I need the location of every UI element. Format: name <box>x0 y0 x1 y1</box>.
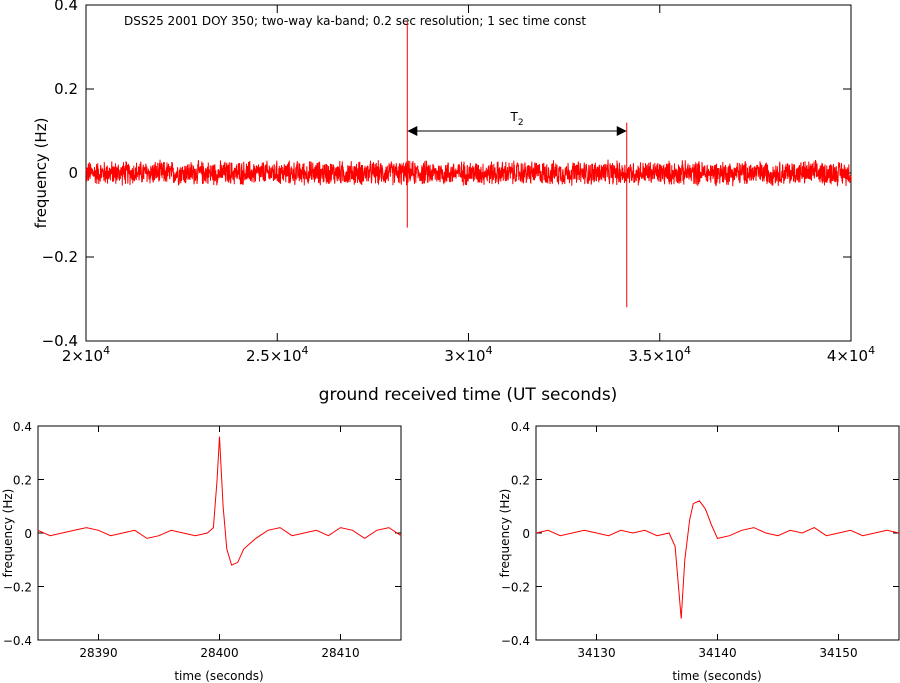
zoom-panel-right: time (seconds) frequency (Hz) 0.4 0.2 0 −0.… <box>498 420 900 683</box>
main-xtick-label: 3.5×104 <box>628 344 691 365</box>
right-ytick-label: −0.2 <box>501 581 530 595</box>
left-ytick-label: 0 <box>24 527 32 541</box>
right-xtick-label: 34140 <box>698 646 736 660</box>
main-xtick-label: 3×104 <box>444 344 492 365</box>
main-ytick-label: 0 <box>68 164 78 182</box>
main-xtick-label: 2.5×104 <box>246 344 309 365</box>
left-xtick-label: 28410 <box>321 646 359 660</box>
main-xtick-label: 4×104 <box>827 344 875 365</box>
left-ytick-label: −0.2 <box>3 581 32 595</box>
main-noise-trace <box>85 159 852 187</box>
left-series-line <box>37 436 402 566</box>
right-plot-frame <box>535 425 900 641</box>
main-ylabel: frequency (Hz) <box>32 118 50 229</box>
right-xtick-label: 34130 <box>577 646 615 660</box>
main-ytick-label: 0.2 <box>54 80 78 98</box>
t2-label: T2 <box>509 110 523 128</box>
main-panel: DSS25 2001 DOY 350; two-way ka-band; 0.2… <box>32 0 875 405</box>
right-ytick-label: 0 <box>522 527 530 541</box>
right-series-line <box>535 500 900 619</box>
main-ytick-label: −0.2 <box>42 248 78 266</box>
main-annotation: DSS25 2001 DOY 350; two-way ka-band; 0.2… <box>124 14 586 28</box>
main-ytick-label: 0.4 <box>54 0 78 14</box>
left-ylabel: frequency (Hz) <box>1 489 15 578</box>
left-ytick-label: −0.4 <box>3 634 32 648</box>
main-ytick-label: −0.4 <box>42 332 78 350</box>
right-ytick-label: 0.4 <box>511 420 530 434</box>
right-xtick-label: 34150 <box>819 646 857 660</box>
left-ytick-label: 0.2 <box>13 474 32 488</box>
zoom-panel-left: time (seconds) frequency (Hz) 0.4 0.2 0 −0.… <box>1 420 402 683</box>
right-xlabel: time (seconds) <box>672 669 761 683</box>
left-xtick-label: 28390 <box>79 646 117 660</box>
right-ylabel: frequency (Hz) <box>498 489 512 578</box>
left-ytick-label: 0.4 <box>13 420 32 434</box>
t2-arrowhead-left <box>407 126 418 136</box>
left-xlabel: time (seconds) <box>174 669 263 683</box>
t2-arrowhead-right <box>616 126 627 136</box>
main-xlabel: ground received time (UT seconds) <box>319 385 618 405</box>
main-xtick-label: 2×104 <box>62 344 110 365</box>
right-ytick-label: −0.4 <box>501 634 530 648</box>
left-plot-frame <box>37 425 402 641</box>
left-xtick-label: 28400 <box>200 646 238 660</box>
right-ytick-label: 0.2 <box>511 474 530 488</box>
